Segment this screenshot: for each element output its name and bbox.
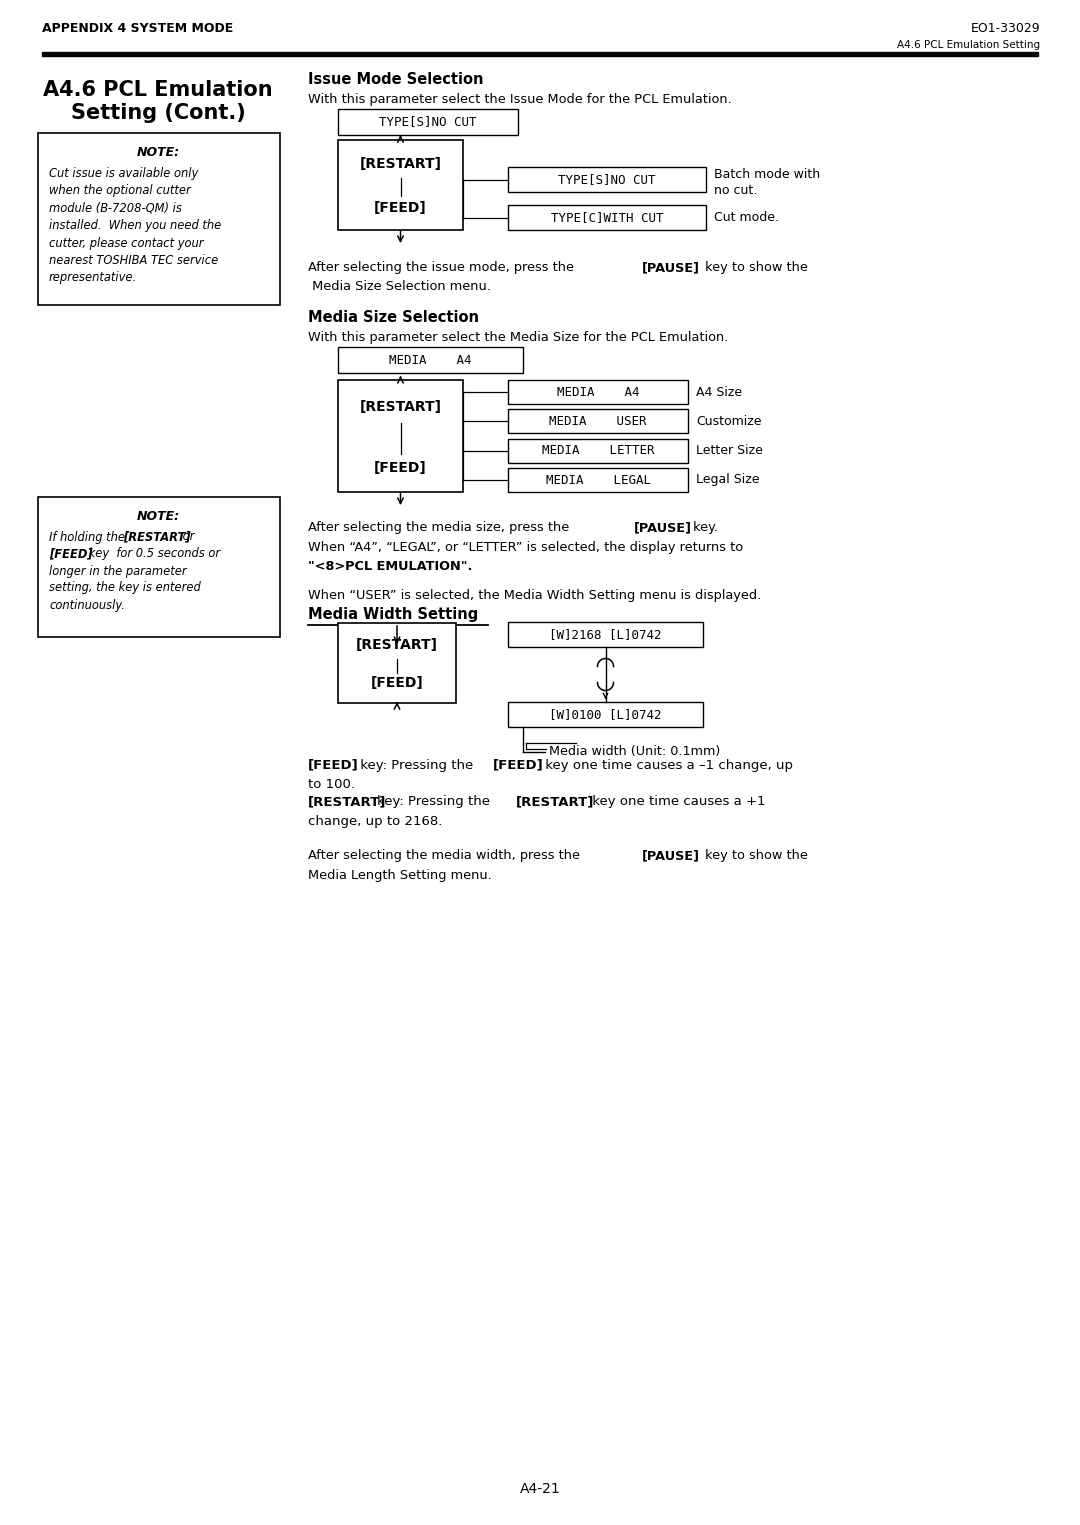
Text: Media Width Setting: Media Width Setting bbox=[308, 607, 478, 622]
Text: [RESTART]: [RESTART] bbox=[360, 400, 442, 413]
Text: cutter, please contact your: cutter, please contact your bbox=[49, 236, 203, 250]
Text: key one time causes a +1: key one time causes a +1 bbox=[588, 796, 766, 808]
FancyBboxPatch shape bbox=[508, 439, 688, 462]
Text: [FEED]: [FEED] bbox=[308, 758, 359, 772]
FancyBboxPatch shape bbox=[508, 468, 688, 493]
Text: APPENDIX 4 SYSTEM MODE: APPENDIX 4 SYSTEM MODE bbox=[42, 21, 233, 35]
Text: key to show the: key to show the bbox=[701, 261, 808, 274]
Text: key: Pressing the: key: Pressing the bbox=[356, 758, 477, 772]
Text: [PAUSE]: [PAUSE] bbox=[642, 849, 700, 863]
Text: A4.6 PCL Emulation: A4.6 PCL Emulation bbox=[43, 79, 273, 101]
Text: [RESTART]: [RESTART] bbox=[308, 796, 387, 808]
Text: or: or bbox=[179, 531, 194, 543]
FancyBboxPatch shape bbox=[38, 133, 280, 305]
Text: NOTE:: NOTE: bbox=[136, 509, 179, 523]
Text: key: Pressing the: key: Pressing the bbox=[377, 796, 495, 808]
Text: TYPE[S]NO CUT: TYPE[S]NO CUT bbox=[379, 116, 476, 128]
Text: key.: key. bbox=[689, 522, 718, 534]
Text: With this parameter select the Media Size for the PCL Emulation.: With this parameter select the Media Siz… bbox=[308, 331, 728, 343]
Text: A4.6 PCL Emulation Setting: A4.6 PCL Emulation Setting bbox=[896, 40, 1040, 50]
Text: Letter Size: Letter Size bbox=[696, 444, 762, 458]
Text: [PAUSE]: [PAUSE] bbox=[642, 261, 700, 274]
FancyBboxPatch shape bbox=[338, 108, 518, 136]
Text: representative.: representative. bbox=[49, 271, 137, 285]
Text: "<8>PCL EMULATION".: "<8>PCL EMULATION". bbox=[308, 560, 473, 572]
FancyBboxPatch shape bbox=[508, 702, 703, 727]
Text: Cut mode.: Cut mode. bbox=[714, 210, 779, 224]
FancyBboxPatch shape bbox=[338, 140, 463, 230]
Text: Setting (Cont.): Setting (Cont.) bbox=[70, 104, 245, 124]
Text: After selecting the media size, press the: After selecting the media size, press th… bbox=[308, 522, 573, 534]
Text: key to show the: key to show the bbox=[701, 849, 808, 863]
Bar bbox=[42, 52, 1038, 56]
Text: When “USER” is selected, the Media Width Setting menu is displayed.: When “USER” is selected, the Media Width… bbox=[308, 590, 761, 602]
Text: Legal Size: Legal Size bbox=[696, 473, 759, 486]
Text: [RESTART]: [RESTART] bbox=[356, 637, 438, 653]
Text: module (B-7208-QM) is: module (B-7208-QM) is bbox=[49, 201, 181, 215]
Text: [W]0100 [L]0742: [W]0100 [L]0742 bbox=[550, 708, 662, 721]
Text: Issue Mode Selection: Issue Mode Selection bbox=[308, 72, 484, 87]
Text: Media Length Setting menu.: Media Length Setting menu. bbox=[308, 869, 491, 881]
Text: If holding the: If holding the bbox=[49, 531, 129, 543]
Text: A4 Size: A4 Size bbox=[696, 386, 742, 398]
Text: to 100.: to 100. bbox=[308, 778, 355, 790]
FancyBboxPatch shape bbox=[508, 622, 703, 647]
Text: With this parameter select the Issue Mode for the PCL Emulation.: With this parameter select the Issue Mod… bbox=[308, 93, 732, 105]
Text: setting, the key is entered: setting, the key is entered bbox=[49, 581, 201, 595]
Text: MEDIA    USER: MEDIA USER bbox=[550, 415, 647, 429]
Text: Media Size Selection menu.: Media Size Selection menu. bbox=[308, 281, 491, 293]
Text: TYPE[S]NO CUT: TYPE[S]NO CUT bbox=[558, 172, 656, 186]
Text: nearest TOSHIBA TEC service: nearest TOSHIBA TEC service bbox=[49, 255, 218, 267]
Text: MEDIA    A4: MEDIA A4 bbox=[557, 386, 639, 398]
Text: EO1-33029: EO1-33029 bbox=[970, 21, 1040, 35]
Text: [FEED]: [FEED] bbox=[374, 461, 427, 474]
Text: NOTE:: NOTE: bbox=[136, 145, 179, 159]
FancyBboxPatch shape bbox=[338, 348, 523, 374]
Text: MEDIA    LETTER: MEDIA LETTER bbox=[542, 444, 654, 458]
Text: key one time causes a –1 change, up: key one time causes a –1 change, up bbox=[541, 758, 793, 772]
Text: Media Size Selection: Media Size Selection bbox=[308, 310, 480, 325]
Text: [W]2168 [L]0742: [W]2168 [L]0742 bbox=[550, 628, 662, 640]
Text: After selecting the media width, press the: After selecting the media width, press t… bbox=[308, 849, 584, 863]
FancyBboxPatch shape bbox=[508, 168, 706, 192]
Text: A4-21: A4-21 bbox=[519, 1482, 561, 1496]
Text: [RESTART]: [RESTART] bbox=[123, 531, 191, 543]
Text: [RESTART]: [RESTART] bbox=[360, 157, 442, 171]
Text: After selecting the issue mode, press the: After selecting the issue mode, press th… bbox=[308, 261, 578, 274]
Text: Customize: Customize bbox=[696, 415, 761, 429]
Text: [RESTART]: [RESTART] bbox=[516, 796, 594, 808]
Text: MEDIA    A4: MEDIA A4 bbox=[389, 354, 472, 366]
Text: [FEED]: [FEED] bbox=[370, 676, 423, 689]
Text: when the optional cutter: when the optional cutter bbox=[49, 185, 191, 197]
Text: Batch mode with: Batch mode with bbox=[714, 168, 820, 181]
Text: installed.  When you need the: installed. When you need the bbox=[49, 220, 221, 232]
Text: [FEED]: [FEED] bbox=[374, 201, 427, 215]
FancyBboxPatch shape bbox=[338, 380, 463, 493]
FancyBboxPatch shape bbox=[508, 380, 688, 404]
Text: MEDIA    LEGAL: MEDIA LEGAL bbox=[545, 473, 650, 486]
FancyBboxPatch shape bbox=[508, 204, 706, 230]
Text: no cut.: no cut. bbox=[714, 185, 757, 197]
Text: continuously.: continuously. bbox=[49, 598, 125, 612]
Text: key  for 0.5 seconds or: key for 0.5 seconds or bbox=[85, 547, 220, 561]
Text: change, up to 2168.: change, up to 2168. bbox=[308, 814, 443, 828]
FancyBboxPatch shape bbox=[338, 624, 456, 703]
Text: Cut issue is available only: Cut issue is available only bbox=[49, 166, 199, 180]
Text: [FEED]: [FEED] bbox=[49, 547, 93, 561]
Text: longer in the parameter: longer in the parameter bbox=[49, 564, 187, 578]
Text: [FEED]: [FEED] bbox=[492, 758, 543, 772]
Text: Media width (Unit: 0.1mm): Media width (Unit: 0.1mm) bbox=[549, 746, 720, 758]
Text: TYPE[C]WITH CUT: TYPE[C]WITH CUT bbox=[551, 210, 663, 224]
Text: When “A4”, “LEGAL”, or “LETTER” is selected, the display returns to: When “A4”, “LEGAL”, or “LETTER” is selec… bbox=[308, 540, 743, 554]
Text: [PAUSE]: [PAUSE] bbox=[634, 522, 692, 534]
FancyBboxPatch shape bbox=[38, 497, 280, 637]
FancyBboxPatch shape bbox=[508, 409, 688, 433]
